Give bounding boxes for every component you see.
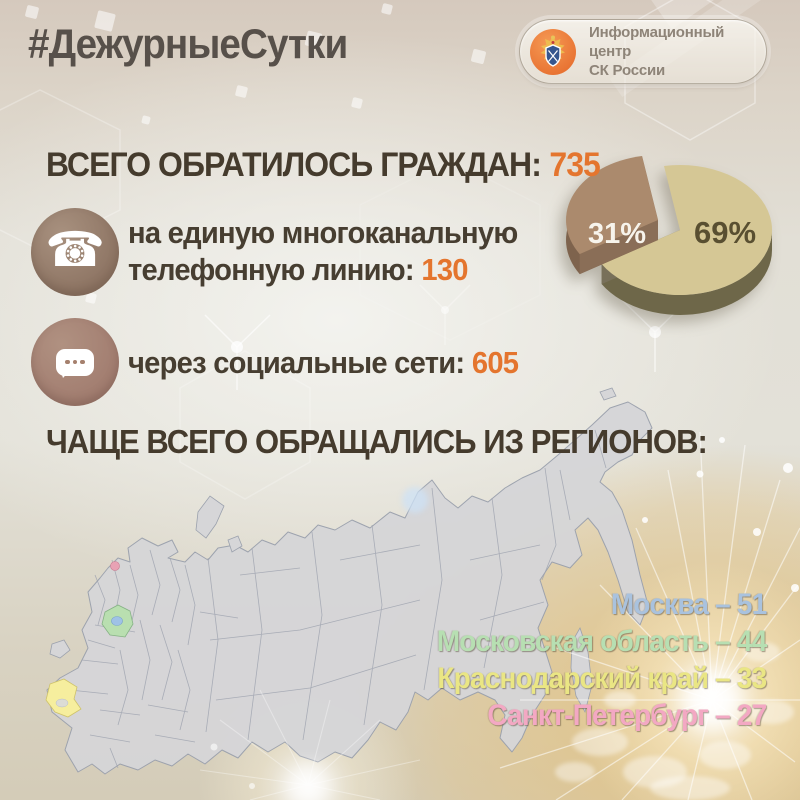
hashtag-title: #ДежурныеСутки (28, 20, 348, 67)
logo-badge: Информационный центр СК России (519, 19, 767, 84)
phone-line2: телефонную линию: 130 (128, 251, 517, 288)
map-region-moscow (111, 616, 123, 626)
white-blobs (555, 642, 794, 800)
light-dots (210, 437, 799, 789)
phone-icon-circle: ☎ (31, 208, 119, 296)
pie-slice-social-side (601, 230, 772, 315)
map-region-krasnodar (45, 678, 82, 718)
logo-line1: Информационный центр (589, 24, 725, 60)
map-region-spb (110, 561, 120, 571)
pie-slice-social (601, 165, 773, 296)
chat-icon-circle (31, 318, 119, 406)
starburst-glow-secondary (286, 764, 330, 800)
social-channel-text: через социальные сети: 605 (128, 344, 519, 381)
russia-outline (46, 401, 653, 775)
chat-dot (65, 359, 70, 365)
region-borders (69, 429, 607, 769)
regions-heading: ЧАЩЕ ВСЕГО ОБРАЩАЛИСЬ ИЗ РЕГИОНОВ: (46, 423, 708, 460)
network-nodes (204, 284, 689, 390)
kaliningrad-region (49, 639, 71, 659)
soft-blue-dot (402, 487, 428, 513)
total-heading: ВСЕГО ОБРАТИЛОСЬ ГРАЖДАН: 735 (46, 146, 601, 185)
phone-line1: на единую многоканальную (128, 215, 518, 250)
pie-label-31: 31% (588, 218, 646, 250)
chat-bubble-icon (56, 348, 94, 378)
phone-line2-label: телефонную линию: (128, 252, 415, 287)
starburst-rays (499, 431, 800, 800)
sk-russia-emblem-icon (530, 28, 576, 75)
pie-slice-phone-cutface-left (579, 220, 658, 275)
wrangel-island (599, 387, 617, 401)
logo-text: Информационный центр СК России (589, 23, 766, 80)
social-label: через социальные сети: (128, 345, 465, 380)
hexagon-pattern (0, 0, 755, 499)
social-value: 605 (471, 345, 519, 380)
sakhalin-island (570, 627, 593, 714)
map-region-adygea (55, 698, 69, 708)
channels-pie-chart: 31% 69% (566, 156, 773, 315)
novaya-zemlya-islands (195, 495, 243, 553)
total-label: ВСЕГО ОБРАТИЛОСЬ ГРАЖДАН: (46, 146, 542, 184)
region-stat-krasnodar: Краснодарский край – 33 (436, 662, 767, 695)
phone-channel-text: на единую многоканальную телефонную лини… (128, 214, 518, 288)
region-stat-moscow-oblast: Московская область – 44 (436, 625, 766, 658)
starburst-rays-secondary (199, 689, 421, 800)
region-stat-spb: Санкт-Петербург – 27 (486, 699, 767, 732)
pie-label-69: 69% (694, 215, 756, 250)
total-value: 735 (549, 146, 600, 184)
phone-value: 130 (421, 252, 468, 287)
region-stats-list: Москва – 51 Московская область – 44 Крас… (412, 586, 766, 734)
chat-dot (80, 359, 85, 365)
chat-dot (72, 359, 78, 365)
logo-line2: СК России (589, 62, 666, 79)
phone-icon: ☎ (45, 221, 105, 278)
pie-slice-phone (566, 156, 658, 255)
starburst-glow (682, 670, 742, 730)
region-stat-moscow: Москва – 51 (610, 588, 766, 621)
